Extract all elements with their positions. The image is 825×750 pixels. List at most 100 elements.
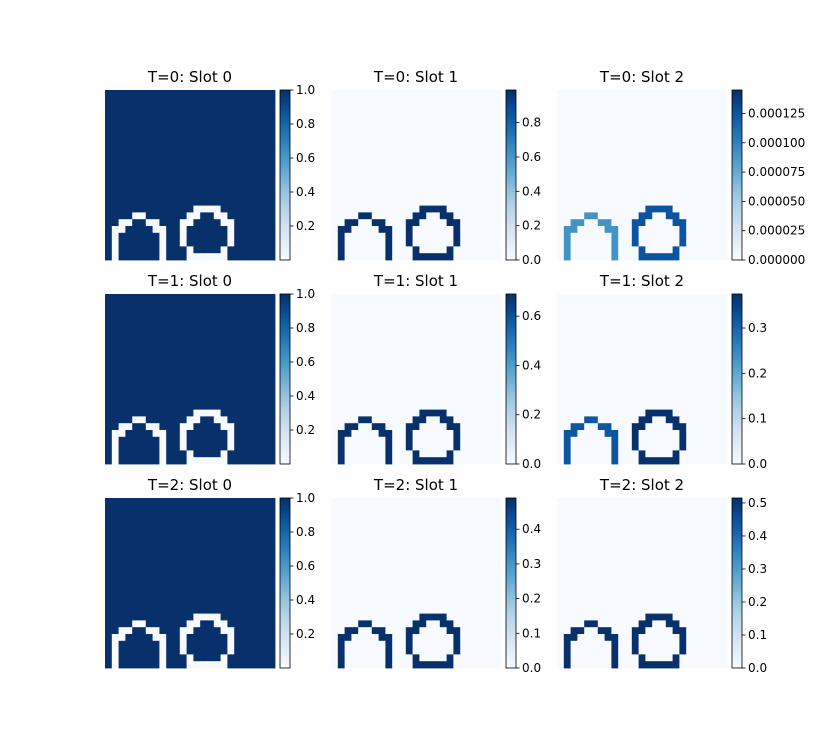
heatmap-cell [166, 545, 174, 553]
heatmap-cell [371, 606, 379, 614]
heatmap-cell [186, 253, 194, 261]
colorbar-tick-label: 0.2 [522, 219, 541, 233]
heatmap-cell [207, 341, 215, 349]
heatmap-cell [487, 192, 495, 200]
heatmap-cell [706, 321, 714, 329]
heatmap-cell [563, 96, 571, 104]
heatmap-cell [385, 314, 393, 322]
heatmap-cell [337, 627, 345, 635]
heatmap-cell [713, 334, 721, 342]
heatmap-cell [570, 205, 578, 213]
heatmap-cell [385, 110, 393, 118]
heatmap-cell [152, 341, 160, 349]
heatmap-cell [152, 600, 160, 608]
heatmap-cell [173, 532, 181, 540]
heatmap-cell [200, 375, 208, 383]
heatmap-cell [173, 572, 181, 580]
heatmap-cell [460, 90, 468, 98]
heatmap-cell [371, 613, 379, 621]
heatmap-cell [591, 375, 599, 383]
heatmap-cell [261, 205, 269, 213]
heatmap-cell [659, 375, 667, 383]
heatmap-cell [371, 566, 379, 574]
heatmap-cell [111, 613, 119, 621]
heatmap-cell [261, 164, 269, 172]
heatmap-cell [213, 409, 221, 417]
heatmap-cell [111, 640, 119, 648]
heatmap-cell [186, 226, 194, 234]
heatmap-cell [365, 124, 373, 132]
heatmap-cell [433, 450, 441, 458]
heatmap-cell [358, 518, 366, 526]
heatmap-cell [577, 144, 585, 152]
heatmap-cell [105, 634, 113, 642]
heatmap-cell [584, 321, 592, 329]
heatmap-cell [405, 572, 413, 580]
heatmap-cell [193, 586, 201, 594]
heatmap-cell [234, 246, 242, 254]
heatmap-cell [331, 192, 339, 200]
heatmap-cell [419, 538, 427, 546]
heatmap-cell [227, 593, 235, 601]
heatmap-cell [220, 430, 228, 438]
heatmap-cell [139, 559, 147, 567]
heatmap-cell [480, 552, 488, 560]
heatmap-cell [412, 328, 420, 336]
heatmap-cell [693, 164, 701, 172]
heatmap-cell [672, 185, 680, 193]
heatmap-cell [473, 334, 481, 342]
heatmap-cell [247, 579, 255, 587]
heatmap-cell [584, 253, 592, 261]
heatmap-cell [399, 545, 407, 553]
heatmap-cell [699, 137, 707, 145]
heatmap-cell [365, 552, 373, 560]
heatmap-cell [453, 362, 461, 370]
heatmap-cell [591, 246, 599, 254]
heatmap-cell [247, 593, 255, 601]
heatmap-cell [118, 110, 126, 118]
heatmap-cell [186, 307, 194, 315]
heatmap-cell [179, 96, 187, 104]
heatmap-cell [584, 110, 592, 118]
heatmap-cell [563, 368, 571, 376]
heatmap-cell [480, 389, 488, 397]
heatmap-cell [132, 219, 140, 227]
heatmap-cell [118, 586, 126, 594]
heatmap-cell [193, 579, 201, 587]
heatmap-cell [378, 538, 386, 546]
heatmap-cell [227, 518, 235, 526]
heatmap-cell [358, 606, 366, 614]
heatmap-cell [439, 178, 447, 186]
heatmap-cell [686, 124, 694, 132]
heatmap-cell [480, 232, 488, 240]
heatmap-cell [213, 382, 221, 390]
heatmap-cell [344, 436, 352, 444]
heatmap-cell [645, 375, 653, 383]
heatmap-cell [234, 627, 242, 635]
heatmap-cell [638, 436, 646, 444]
heatmap-cell [213, 586, 221, 594]
heatmap-cell [446, 525, 454, 533]
heatmap-cell [557, 436, 565, 444]
heatmap-cell [331, 566, 339, 574]
heatmap-cell [186, 566, 194, 574]
heatmap-cell [344, 606, 352, 614]
heatmap-cell [720, 436, 728, 444]
heatmap-cell [207, 545, 215, 553]
heatmap-cell [241, 334, 249, 342]
heatmap-cell [419, 532, 427, 540]
heatmap-cell [453, 321, 461, 329]
heatmap-cell [371, 205, 379, 213]
heatmap-cell [713, 130, 721, 138]
heatmap-cell [358, 443, 366, 451]
heatmap-cell [220, 212, 228, 220]
heatmap-cell [159, 334, 167, 342]
heatmap-cell [344, 504, 352, 512]
heatmap-cell [597, 178, 605, 186]
heatmap-cell [480, 130, 488, 138]
heatmap-cell [152, 239, 160, 247]
heatmap-cell [563, 314, 571, 322]
heatmap-cell [132, 436, 140, 444]
heatmap-cell [679, 90, 687, 98]
heatmap-cell [399, 525, 407, 533]
